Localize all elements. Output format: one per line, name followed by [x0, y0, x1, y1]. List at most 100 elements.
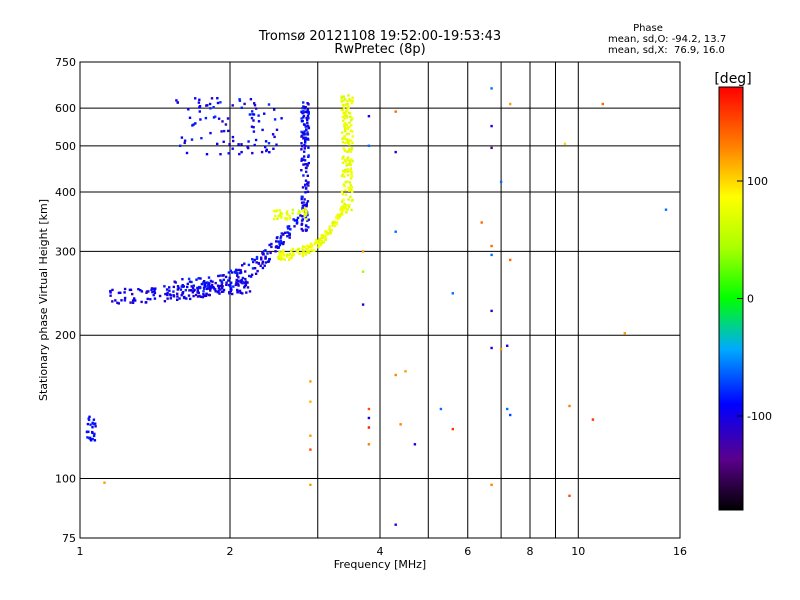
trace-point — [176, 285, 180, 288]
trace-point — [307, 126, 311, 130]
colorbar-ticks: -100 0 100 — [737, 175, 772, 423]
trace-point — [225, 283, 228, 286]
trace-point — [300, 223, 303, 226]
stats-heading: Phase — [633, 23, 663, 34]
trace-point — [251, 258, 254, 261]
scatter-point — [490, 146, 493, 150]
scatter-point — [623, 332, 626, 335]
trace-point — [301, 209, 304, 213]
trace-point — [313, 243, 316, 246]
trace-point — [264, 249, 267, 252]
trace-point — [134, 299, 137, 302]
trace-point — [238, 99, 242, 102]
trace-point — [241, 281, 245, 284]
trace-point — [307, 161, 310, 165]
trace-point — [280, 242, 283, 245]
trace-point — [247, 263, 251, 267]
trace-point — [348, 147, 351, 151]
scatter-point — [563, 142, 567, 145]
trace-point — [275, 236, 279, 240]
trace-point — [302, 174, 305, 177]
trace-point — [188, 116, 192, 119]
trace-point — [306, 121, 309, 125]
trace-point — [351, 96, 354, 99]
trace-point — [150, 288, 153, 292]
trace-point — [181, 284, 184, 287]
trace-point — [253, 267, 257, 270]
trace-point — [209, 289, 212, 292]
trace-point — [194, 293, 198, 297]
trace-point — [305, 163, 309, 166]
trace-point — [158, 294, 162, 298]
trace-point — [151, 287, 154, 290]
trace-point — [348, 159, 351, 162]
scatter-point — [361, 303, 365, 306]
trace-point — [344, 122, 347, 125]
trace-point — [198, 286, 201, 289]
trace-point — [257, 120, 261, 123]
scatter-point — [394, 230, 397, 233]
trace-point — [208, 102, 212, 106]
trace-point — [131, 301, 135, 304]
trace-point — [300, 148, 303, 151]
trace-point — [306, 200, 310, 203]
trace-point — [173, 280, 176, 283]
trace-point — [195, 278, 198, 281]
trace-point — [345, 127, 348, 130]
y-tick-label: 600 — [55, 102, 76, 115]
trace-point — [342, 99, 346, 102]
trace-point — [287, 227, 290, 230]
plot-frame — [79, 61, 681, 539]
trace-point — [183, 141, 186, 145]
trace-point — [342, 183, 345, 186]
trace-point — [280, 216, 283, 219]
trace-point — [344, 193, 348, 196]
trace-point — [349, 115, 352, 118]
trace-point — [243, 262, 246, 265]
trace-point — [139, 289, 142, 292]
trace-point — [351, 130, 354, 133]
trace-point — [129, 301, 132, 304]
trace-point — [304, 138, 307, 141]
trace-point — [264, 145, 267, 149]
trace-point — [303, 159, 307, 162]
trace-point — [238, 152, 241, 156]
trace-point — [260, 256, 263, 259]
trace-point — [225, 281, 228, 284]
trace-point — [307, 111, 310, 114]
trace-point — [341, 161, 345, 164]
trace-point — [341, 169, 345, 173]
trace-point — [255, 255, 259, 259]
trace-point — [341, 99, 344, 103]
trace-point — [283, 231, 287, 234]
trace-point — [350, 170, 353, 174]
trace-point — [341, 172, 345, 176]
trace-point — [133, 297, 136, 300]
trace-point — [342, 147, 345, 150]
trace-point — [275, 245, 278, 248]
trace-point — [321, 239, 324, 243]
stats-line-o: mean, sd,O: -94.2, 13.7 — [608, 34, 726, 45]
trace-point — [270, 245, 273, 249]
trace-point — [236, 274, 239, 277]
trace-point — [262, 250, 266, 253]
trace-point — [268, 151, 271, 154]
trace-point — [344, 168, 347, 172]
trace-point — [315, 238, 318, 242]
trace-point — [282, 242, 285, 246]
trace-point — [260, 150, 264, 154]
trace-point — [301, 218, 305, 221]
trace-point — [280, 232, 283, 235]
trace-point — [300, 227, 303, 231]
trace-point — [306, 133, 310, 136]
trace-point — [280, 212, 284, 215]
trace-point — [244, 277, 247, 281]
trace-point — [347, 198, 350, 201]
scatter-point — [601, 102, 604, 106]
trace-point — [245, 291, 248, 294]
trace-point — [276, 217, 279, 220]
trace-point — [220, 130, 223, 133]
trace-point — [251, 151, 254, 155]
trace-point — [227, 129, 230, 133]
trace-point — [306, 137, 309, 140]
